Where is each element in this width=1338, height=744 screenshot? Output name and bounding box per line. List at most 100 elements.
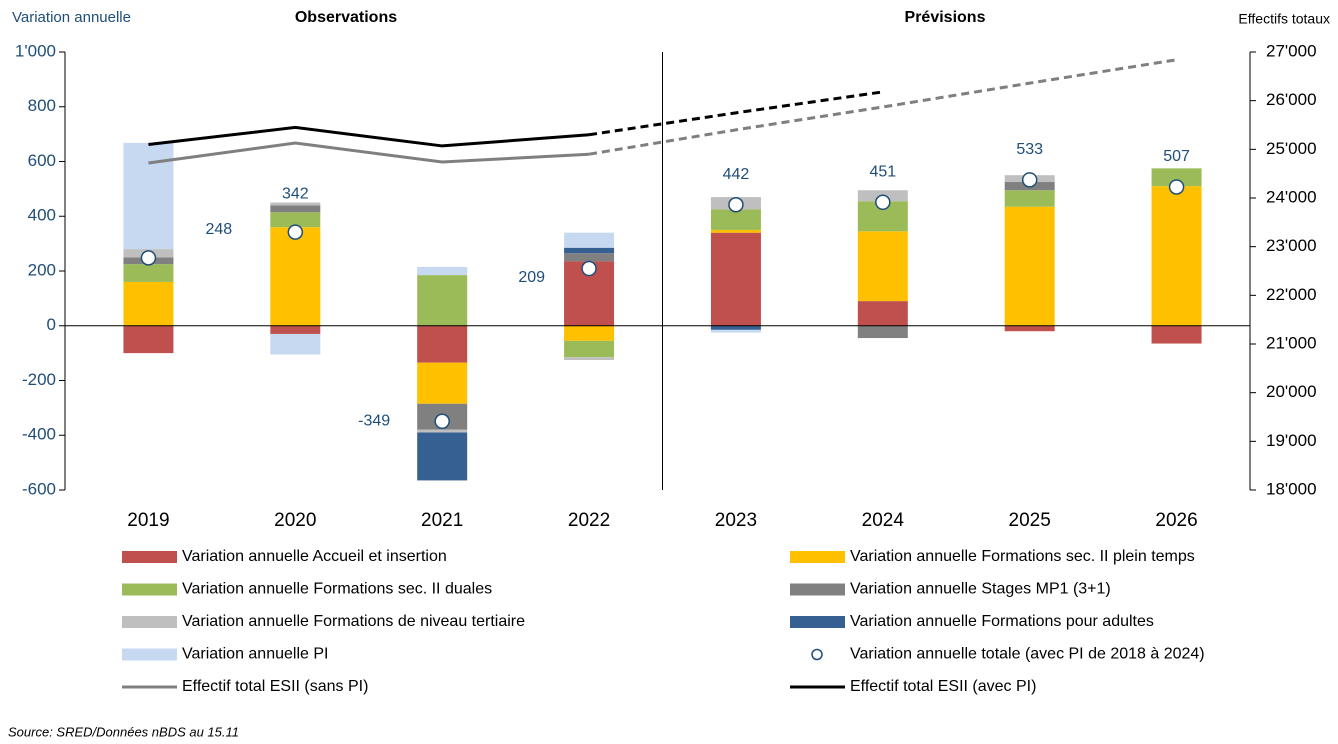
x-tick-label: 2022 — [568, 510, 610, 531]
bar-segment — [123, 264, 174, 282]
total-marker — [434, 413, 450, 430]
total-label: 342 — [282, 185, 309, 202]
total-marker — [581, 260, 597, 277]
total-label: 248 — [205, 221, 232, 238]
y-tick-label: 0 — [47, 315, 56, 334]
bar-segment — [123, 325, 174, 354]
total-marker — [140, 250, 157, 266]
bar-segment — [270, 227, 321, 326]
y2-tick-label: 25'000 — [1266, 139, 1317, 158]
heading: Prévisions — [905, 9, 986, 26]
bar-segment — [564, 253, 615, 262]
bar-segment — [1151, 325, 1202, 344]
left-axis-title: Variation annuelle — [12, 9, 131, 26]
legend-label: Variation annuelle Formations sec. II du… — [182, 581, 492, 598]
y2-tick-label: 19'000 — [1266, 431, 1317, 450]
bar-segment — [270, 325, 321, 334]
y-tick-label: -600 — [22, 479, 56, 498]
bar-segment — [564, 357, 615, 360]
total-label: 507 — [1163, 148, 1190, 165]
legend-label: Variation annuelle Formations de niveau … — [182, 613, 525, 630]
y2-tick-label: 20'000 — [1266, 382, 1317, 401]
bar-segment — [857, 231, 908, 302]
total-marker — [287, 224, 304, 240]
legend-swatch — [811, 648, 823, 661]
x-tick-label: 2024 — [862, 510, 905, 531]
line — [148, 125, 590, 148]
y-tick-label: 1'000 — [15, 41, 56, 60]
total-marker — [1168, 179, 1185, 195]
y-tick-label: -200 — [22, 370, 56, 389]
total-label: 533 — [1016, 141, 1043, 158]
bar-segment — [710, 209, 761, 230]
x-tick-label: 2023 — [715, 510, 757, 531]
bar-segment — [710, 325, 761, 330]
bar-segment — [1151, 186, 1202, 326]
bar-segment — [270, 212, 321, 228]
line — [588, 58, 1177, 156]
legend-label: Effectif total ESII (sans PI) — [182, 678, 368, 695]
total-marker — [875, 194, 891, 211]
x-tick-label: 2025 — [1009, 510, 1051, 531]
total-label: 209 — [518, 269, 545, 286]
legend-swatch — [790, 551, 845, 563]
legend-swatch — [790, 583, 845, 596]
y2-tick-label: 22'000 — [1266, 285, 1317, 304]
y2-tick-label: 18'000 — [1266, 479, 1317, 498]
bar-segment — [1004, 325, 1055, 332]
y-tick-label: -400 — [22, 425, 56, 444]
x-tick-label: 2020 — [274, 510, 316, 531]
bar-segment — [564, 232, 615, 248]
right-axis-title: Effectifs totaux — [1238, 11, 1330, 27]
line — [588, 90, 884, 137]
y-tick-label: 600 — [28, 151, 56, 170]
legend-swatch — [122, 616, 177, 628]
bar-segment — [710, 232, 761, 326]
total-label: 451 — [869, 164, 896, 181]
bar-segment — [1004, 190, 1055, 207]
source: Source: SRED/Données nBDS au 15.11 — [8, 724, 239, 739]
x-tick-label: 2021 — [421, 510, 463, 531]
legend-label: Variation annuelle Accueil et insertion — [182, 548, 447, 565]
bar-segment — [564, 247, 615, 254]
x-tick-label: 2026 — [1155, 510, 1197, 531]
bar-segment — [857, 325, 908, 339]
bar-segment — [564, 325, 615, 341]
y2-tick-label: 21'000 — [1266, 333, 1317, 352]
bar-segment — [123, 142, 174, 250]
bar-segment — [1004, 206, 1055, 326]
y2-tick-label: 26'000 — [1266, 90, 1317, 109]
legend-label: Variation annuelle PI — [182, 646, 328, 663]
bar-segment — [270, 333, 321, 355]
y2-tick-label: 24'000 — [1266, 187, 1317, 206]
bar-segment — [417, 362, 468, 404]
total-label: -349 — [358, 413, 390, 430]
bar-segment — [270, 202, 321, 206]
bar-segment — [564, 340, 615, 358]
y2-tick-label: 27'000 — [1266, 41, 1317, 60]
legend-swatch — [122, 551, 177, 563]
legend-label: Variation annuelle Formations sec. II pl… — [850, 548, 1195, 565]
bar-segment — [417, 325, 468, 363]
bar-segment — [417, 432, 468, 481]
legend-label: Variation annuelle Stages MP1 (3+1) — [850, 581, 1111, 598]
bar-segment — [710, 229, 761, 233]
y-tick-label: 200 — [28, 260, 56, 279]
bar-segment — [123, 281, 174, 326]
y2-tick-label: 23'000 — [1266, 236, 1317, 255]
bar-segment — [417, 429, 468, 433]
y-tick-label: 400 — [28, 206, 56, 225]
total-label: 442 — [723, 166, 750, 183]
legend-label: Variation annuelle totale (avec PI de 20… — [850, 646, 1205, 663]
legend-swatch — [122, 583, 177, 596]
legend-label: Effectif total ESII (avec PI) — [850, 678, 1036, 695]
legend-label: Variation annuelle Formations pour adult… — [850, 613, 1154, 630]
heading: Observations — [295, 9, 397, 26]
bar-segment — [710, 329, 761, 333]
bar-segment — [417, 266, 468, 276]
legend-swatch — [790, 616, 845, 628]
bar-segment — [270, 205, 321, 213]
bar-segment — [1151, 168, 1202, 187]
total-marker — [1021, 172, 1038, 188]
